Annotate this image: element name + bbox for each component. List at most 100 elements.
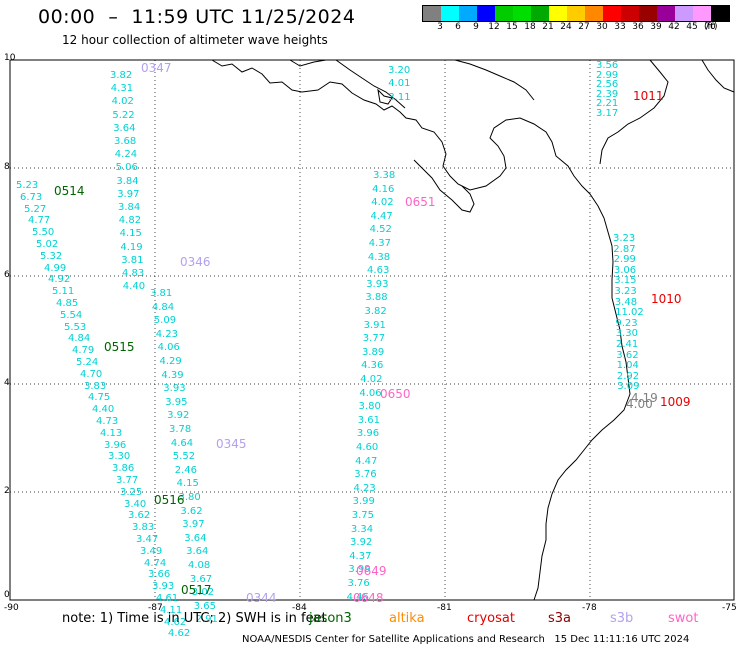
legend-tick-label: 42 (668, 22, 680, 32)
legend-tick-label: 6 (455, 22, 461, 32)
swh-reading: 3.30 (108, 451, 131, 463)
swh-reading: 5.23 (16, 180, 39, 191)
swh-reading: 2.41 (616, 339, 639, 350)
legend-jason3: jason3 (309, 611, 352, 626)
swh-reading: 3.17 (596, 108, 619, 119)
swh-reading: 3.77 (362, 333, 386, 345)
pass-time-label: 1011 (633, 89, 664, 103)
swh-reading: 3.93 (366, 278, 389, 290)
swh-reading: 3.47 (136, 534, 159, 545)
legend-tick-label: 12 (488, 22, 500, 32)
legend-swatch (495, 6, 513, 21)
swh-reading: 4.83 (122, 268, 145, 279)
swh-reading: 11.02 (615, 307, 644, 319)
swh-reading: 3.56 (596, 60, 619, 71)
swh-reading: 3.78 (169, 424, 192, 435)
swh-reading: 3.11 (388, 91, 411, 103)
legend-swatch (675, 6, 693, 21)
swh-reading: 3.06 (613, 264, 637, 276)
y-tick-1: 0 (4, 590, 10, 600)
swh-reading: 4.70 (80, 368, 103, 380)
swh-reading: 5.06 (115, 162, 138, 174)
swh-reading: 3.62 (128, 510, 151, 522)
swh-reading: 3.75 (351, 510, 375, 521)
legend-tick-label: 36 (632, 22, 644, 32)
swh-reading: 4.77 (28, 215, 51, 227)
swh-reading: 4.02 (371, 197, 394, 209)
credit-line: NOAA/NESDIS Center for Satellite Applica… (242, 634, 690, 645)
swh-reading: 3.81 (121, 254, 144, 266)
swh-reading: 4.84 (68, 333, 91, 345)
swh-reading: 3.80 (358, 401, 381, 413)
legend-tick-label: 21 (542, 22, 554, 32)
legend-swatch (459, 6, 477, 21)
swh-reading: 2.21 (596, 98, 619, 110)
swh-reading: 3.88 (365, 292, 388, 304)
swh-reading: 3.97 (182, 519, 205, 531)
legend-unit-label: (ft) (704, 22, 718, 32)
legend-color-bar (422, 5, 730, 22)
x-tick-6: -75 (722, 603, 737, 613)
swh-reading: 3.23 (613, 233, 636, 244)
swh-reading: 3.83 (84, 380, 107, 392)
swh-reading: 3.34 (350, 523, 374, 535)
map-title: 00:00 – 11:59 UTC 11/25/2024 (38, 6, 356, 28)
swh-reading: 3.83 (132, 522, 155, 534)
swh-reading: 3.68 (114, 136, 137, 147)
swh-reading: 3.62 (616, 349, 639, 361)
swh-reading: 4.38 (367, 251, 391, 263)
swh-reading: 3.92 (350, 537, 373, 549)
swh-reading: 3.91 (363, 319, 386, 331)
swh-reading: 4.73 (96, 416, 119, 427)
legend-swatch (639, 6, 657, 21)
swh-reading: 3.86 (112, 463, 135, 475)
swh-reading: 3.84 (118, 202, 141, 213)
swh-reading: 4.15 (119, 228, 142, 240)
pass-time-label: 0649 (356, 564, 387, 578)
wave-height-legend: 3 6 9 12 15 18 21 24 27 30 33 36 39 42 45 70 (422, 5, 740, 35)
swh-reading: 3.99 (348, 564, 371, 576)
swh-reading: 4.29 (159, 356, 182, 367)
y-tick-4: 6 (4, 270, 10, 280)
pass-time-label: 0516 (154, 493, 185, 507)
swh-reading: 3.48 (614, 296, 638, 308)
legend-swatch (531, 6, 549, 21)
swh-reading: 2.91 (195, 614, 218, 626)
legend-swatch (441, 6, 459, 21)
swh-reading: 3.64 (113, 122, 136, 134)
swh-reading: 4.11 (160, 604, 183, 616)
swh-reading: 4.62 (164, 616, 187, 628)
swh-reading: 2.56 (596, 79, 619, 91)
swh-reading: 4.85 (56, 298, 79, 309)
swh-reading: 3.67 (189, 573, 213, 585)
swh-reading: 3.64 (186, 546, 209, 558)
legend-tick-label: 45 (686, 22, 698, 32)
swh-reading: 2.92 (616, 370, 640, 382)
swh-reading: 3.77 (116, 475, 139, 486)
swh-reading: 3.65 (193, 600, 216, 612)
legend-swatch (567, 6, 585, 21)
legend-s3b: s3b (610, 611, 634, 626)
pass-time-label: 0515 (104, 340, 135, 354)
swh-reading: 5.02 (36, 239, 59, 250)
swh-reading: 4.23 (353, 482, 376, 494)
swh-reading: 4.75 (88, 392, 111, 404)
legend-cryosat: cryosat (467, 611, 515, 626)
swh-reading: 5.24 (76, 357, 99, 368)
legend-swatch (711, 6, 729, 21)
swh-reading: 3.93 (152, 581, 175, 593)
legend-tick-label: 15 (506, 22, 518, 32)
y-tick-5: 8 (4, 162, 10, 172)
legend-swatch (423, 6, 441, 21)
pass-time-label: 4.19 (631, 391, 658, 405)
swh-reading: 4.60 (356, 442, 379, 453)
swh-reading: 5.27 (24, 203, 47, 215)
swh-reading: 4.19 (120, 241, 143, 253)
legend-tick-label: 33 (614, 22, 626, 32)
swh-reading: 5.53 (64, 321, 87, 333)
legend-swot: swot (668, 611, 699, 626)
pass-time-label: 0651 (405, 195, 436, 209)
legend-tick-label: 24 (560, 22, 572, 32)
pass-time-label: 0517 (181, 583, 212, 597)
